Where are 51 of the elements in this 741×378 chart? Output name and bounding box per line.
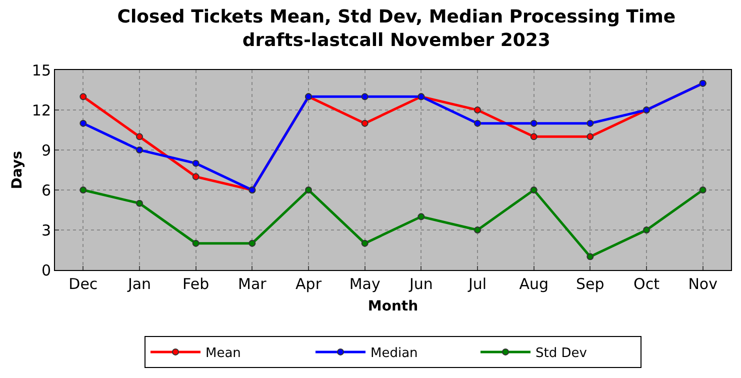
point: [192, 160, 200, 167]
point: [136, 146, 143, 154]
y-tick-label: 6: [41, 181, 51, 200]
x-tick-label: Jan: [126, 275, 152, 293]
point: [80, 186, 87, 194]
point: [361, 240, 368, 247]
y-tick-label: 0: [41, 261, 51, 280]
point: [136, 133, 143, 140]
chart-title: Closed Tickets Mean, Std Dev, Median Processing Time: [117, 6, 676, 28]
legend-label: Mean: [206, 346, 241, 362]
point: [586, 120, 594, 127]
x-tick-label: Oct: [634, 275, 660, 293]
x-tick-label: Aug: [519, 275, 548, 293]
point: [699, 186, 706, 194]
point: [192, 240, 200, 247]
x-tick-label: Apr: [296, 275, 322, 293]
x-tick-label: Mar: [238, 275, 268, 293]
point: [80, 93, 87, 100]
point: [530, 133, 538, 140]
point: [474, 106, 481, 114]
point: [248, 240, 256, 247]
x-axis-title: Month: [368, 298, 418, 314]
y-tick-label: 12: [32, 101, 51, 120]
point: [305, 186, 312, 194]
point: [80, 120, 87, 127]
x-tick-label: Sep: [576, 275, 604, 293]
x-tick-label: May: [349, 275, 380, 293]
x-tick-label: Feb: [182, 275, 210, 293]
point: [586, 133, 594, 140]
point: [643, 226, 650, 234]
x-tick-label: Jul: [467, 275, 487, 293]
point: [530, 186, 538, 194]
point: [418, 213, 425, 220]
x-tick-label: Dec: [68, 275, 98, 293]
y-tick-label: 15: [32, 61, 51, 80]
point: [361, 93, 368, 100]
point: [474, 226, 481, 234]
x-tick-label: Nov: [688, 275, 718, 293]
point: [361, 120, 368, 127]
legend-label: Median: [370, 346, 418, 362]
point: [136, 200, 143, 207]
legend-label: Std Dev: [536, 346, 588, 362]
y-axis-title: Days: [10, 150, 26, 190]
point: [530, 120, 538, 127]
y-tick-label: 3: [41, 221, 51, 240]
point: [474, 120, 481, 127]
chart-subtitle: drafts-lastcall November 2023: [242, 30, 550, 52]
point: [192, 173, 200, 180]
y-tick-label: 9: [41, 141, 51, 160]
x-tick-label: Jun: [408, 275, 433, 293]
point: [586, 253, 594, 260]
